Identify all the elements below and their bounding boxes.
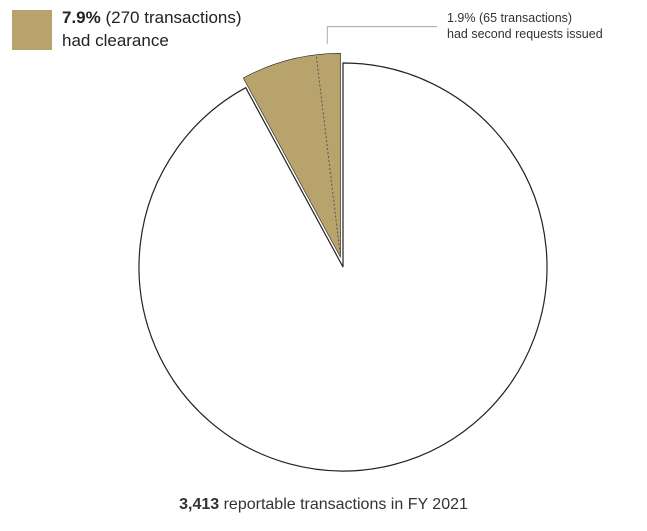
legend-count: (270 transactions) bbox=[105, 8, 242, 27]
legend-swatch bbox=[12, 10, 52, 50]
second-request-callout: 1.9% (65 transactions) had second reques… bbox=[447, 10, 603, 42]
footer-text: reportable transactions in FY 2021 bbox=[223, 496, 468, 513]
pie-slice-remaining bbox=[138, 62, 548, 472]
legend-percent: 7.9% bbox=[62, 8, 101, 27]
callout-line2: had second requests issued bbox=[447, 27, 603, 41]
chart-footer: 3,413 reportable transactions in FY 2021 bbox=[0, 496, 647, 514]
legend-line2: had clearance bbox=[62, 31, 169, 50]
pie-slice-clearance bbox=[242, 53, 341, 258]
callout-leader-line bbox=[326, 26, 437, 44]
footer-total: 3,413 bbox=[179, 496, 220, 513]
legend-label: 7.9% (270 transactions) had clearance bbox=[62, 6, 242, 52]
callout-line1: 1.9% (65 transactions) bbox=[447, 11, 573, 25]
second-request-divider bbox=[315, 54, 342, 258]
